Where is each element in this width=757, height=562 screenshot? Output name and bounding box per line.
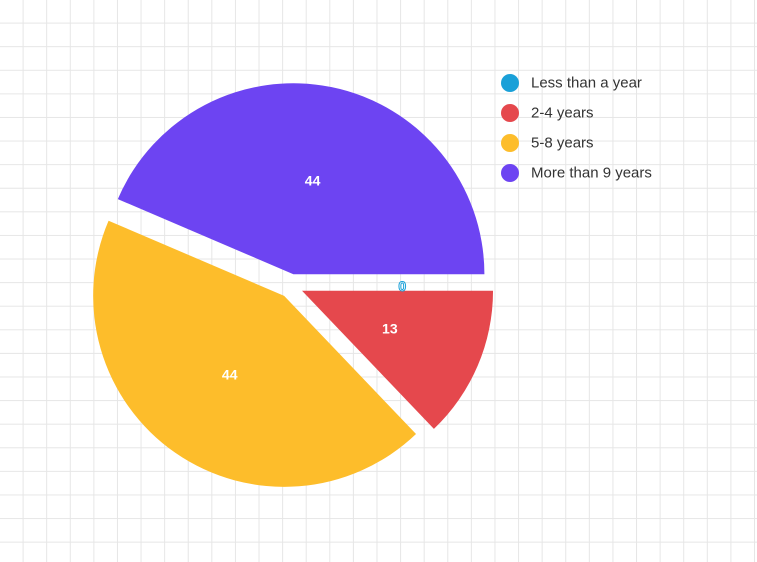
- legend-label-5-8-years: 5-8 years: [531, 135, 594, 152]
- data-label-less-than-a-year: 0: [398, 278, 406, 294]
- legend-label-less-than-a-year: Less than a year: [531, 75, 642, 92]
- data-label-5-8-years: 44: [222, 366, 238, 382]
- legend-marker-more-than-9-years: [501, 164, 519, 182]
- legend-label-more-than-9-years: More than 9 years: [531, 165, 652, 182]
- pie-slice-more-than-9-years[interactable]: [117, 83, 485, 275]
- pie-data-labels: 0 13 44 44: [222, 173, 407, 383]
- data-label-2-4-years: 13: [382, 320, 398, 336]
- legend-label-2-4-years: 2-4 years: [531, 105, 594, 122]
- pie-slice-5-8-years[interactable]: [93, 220, 417, 487]
- legend-item-2-4-years[interactable]: 2-4 years: [501, 104, 594, 122]
- legend-marker-less-than-a-year: [501, 74, 519, 92]
- data-label-more-than-9-years: 44: [305, 173, 321, 189]
- legend-item-less-than-a-year[interactable]: Less than a year: [501, 74, 642, 92]
- pie-slice-2-4-years[interactable]: [302, 290, 494, 429]
- chart-legend: Less than a year 2-4 years 5-8 years More t…: [501, 74, 652, 182]
- legend-marker-5-8-years: [501, 134, 519, 152]
- legend-item-5-8-years[interactable]: 5-8 years: [501, 134, 594, 152]
- legend-marker-2-4-years: [501, 104, 519, 122]
- legend-item-more-than-9-years[interactable]: More than 9 years: [501, 164, 652, 182]
- pie-slices: [93, 83, 494, 487]
